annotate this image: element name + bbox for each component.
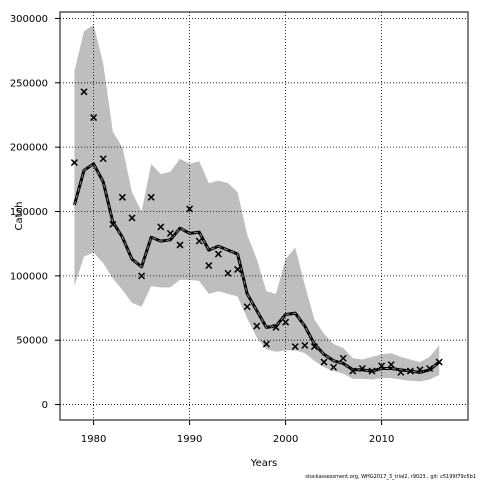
observed-point — [128, 214, 136, 222]
observed-point — [349, 367, 357, 375]
observed-point — [99, 155, 107, 163]
observed-point — [330, 363, 338, 371]
observed-point — [301, 341, 309, 349]
grid-layer — [60, 12, 468, 420]
observed-point — [282, 318, 290, 326]
observed-point — [224, 269, 232, 277]
observed-point — [205, 262, 213, 270]
y-tick-label: 100000 — [10, 271, 48, 282]
estimate-line-layer — [72, 162, 441, 374]
x-axis-label: Years — [250, 458, 277, 469]
y-tick-label: 0 — [42, 400, 48, 411]
estimate-line-highlight — [73, 163, 440, 373]
x-tick-label: 2010 — [369, 434, 394, 445]
observed-point — [262, 340, 270, 348]
observed-point — [416, 366, 424, 374]
observed-point — [426, 364, 434, 373]
observed-point — [243, 303, 251, 311]
observed-point — [80, 88, 88, 96]
observed-point — [397, 368, 405, 376]
source-footnote: stockassessment.org, WHG2017_3_trial2, r… — [305, 474, 476, 480]
y-tick-label: 200000 — [10, 143, 48, 154]
observed-point — [138, 272, 146, 280]
observed-point — [358, 364, 366, 373]
observed-point — [195, 237, 203, 245]
x-tick-label: 1980 — [81, 434, 106, 445]
observed-point — [70, 159, 78, 167]
confidence-band-layer — [74, 24, 440, 382]
y-axis-label: Catch — [14, 202, 25, 231]
observed-point — [176, 241, 184, 249]
observed-points-layer — [70, 88, 443, 376]
observed-point — [118, 193, 126, 201]
observed-point — [214, 250, 222, 258]
x-tick-label: 2000 — [273, 434, 298, 445]
observed-point — [435, 358, 443, 366]
observed-point — [90, 114, 98, 122]
y-tick-label: 300000 — [10, 14, 48, 25]
confidence-band — [74, 24, 440, 382]
y-tick-label: 250000 — [10, 78, 48, 89]
observed-point — [186, 205, 194, 213]
observed-point — [109, 220, 117, 228]
plot-frame — [59, 11, 469, 421]
observed-point — [157, 223, 165, 231]
x-ticks: 1980 1990 2000 2010 — [81, 420, 394, 445]
observed-point — [368, 367, 376, 375]
observed-point — [339, 354, 347, 362]
observed-point — [272, 323, 280, 331]
observed-point — [234, 265, 242, 273]
y-tick-label: 150000 — [10, 207, 48, 218]
observed-point — [310, 343, 318, 351]
y-tick-label: 50000 — [16, 336, 48, 347]
y-ticks: 0 50000 100000 150000 200000 250000 300000 — [10, 14, 60, 411]
x-tick-label: 1990 — [177, 434, 202, 445]
observed-point — [147, 193, 155, 201]
observed-point — [166, 229, 174, 237]
observed-point — [406, 367, 414, 375]
observed-point — [291, 343, 299, 351]
observed-point — [387, 361, 395, 369]
observed-point — [253, 322, 261, 330]
observed-point — [378, 362, 386, 370]
observed-point — [320, 358, 328, 366]
